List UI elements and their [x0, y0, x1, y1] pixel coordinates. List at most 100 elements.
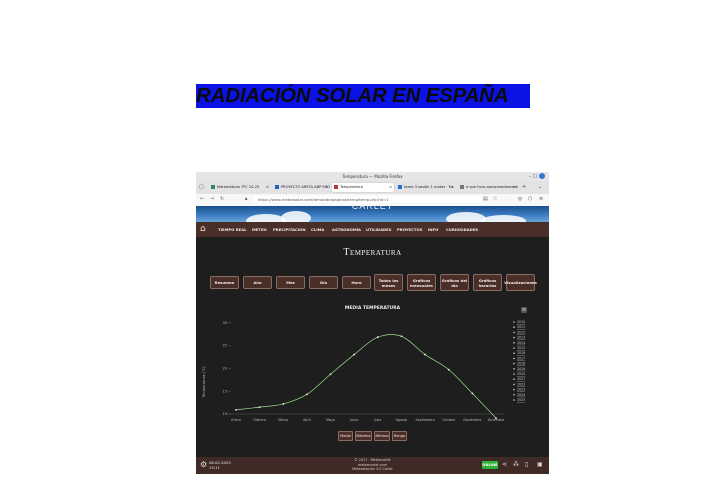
resumen-button[interactable]: Resumen — [210, 276, 239, 289]
legend-marker — [513, 326, 515, 328]
visualizaciones-button[interactable]: Visualizaciones — [504, 274, 537, 291]
x-tick-label: Junio — [349, 418, 358, 422]
tab-tarea[interactable]: tarea 3 sesión 1 mates · Ex × — [396, 183, 456, 192]
legend-marker — [513, 331, 515, 334]
footer-time: 13:11 — [209, 465, 220, 470]
legend-entry: 2014 — [517, 341, 525, 345]
data-point — [282, 403, 285, 405]
new-tab-icon[interactable]: + — [522, 184, 527, 190]
x-tick-label: Marzo — [278, 418, 288, 422]
nav-tiempo-real[interactable]: TIEMPO REAL — [218, 227, 247, 232]
maximize-icon[interactable]: □ — [532, 173, 538, 180]
legend-entry: 2022 — [517, 382, 525, 386]
maxima-button[interactable]: Máxima — [355, 431, 372, 441]
todos-los-meses-button[interactable]: Todos los meses — [374, 274, 403, 291]
reader-icon[interactable]: ▤ — [483, 196, 488, 202]
legend-marker — [513, 394, 515, 396]
nav-meteo[interactable]: METEO — [252, 227, 267, 232]
pocket-icon[interactable]: ◎ — [518, 196, 523, 202]
forward-icon[interactable]: → — [210, 196, 215, 202]
legend-marker — [513, 357, 515, 360]
nav-info[interactable]: INFO — [428, 227, 439, 232]
x-tick-label: Noviembre — [463, 418, 481, 422]
tab-temperatura[interactable]: Temperatura × — [332, 183, 394, 192]
data-point — [376, 336, 379, 339]
tab-favicon — [460, 185, 464, 189]
series-line — [235, 334, 497, 419]
nav-precipitacion[interactable]: PRECIPITACION — [273, 227, 306, 232]
lock-icon[interactable]: ▣ — [537, 461, 543, 468]
close-tab-icon[interactable]: × — [324, 185, 328, 189]
minimize-icon[interactable]: – — [528, 173, 532, 180]
y-tick-label: 15 — [223, 389, 227, 393]
legend-marker — [513, 342, 515, 344]
station-text: Meteostación 3.0 Carlet — [352, 467, 393, 471]
minima-button[interactable]: Mínima — [374, 431, 390, 441]
x-tick-label: Septiembre — [416, 418, 435, 422]
data-point — [329, 373, 332, 376]
nav-astronomia[interactable]: ASTRONOMÍA — [332, 227, 361, 232]
tab-label: tarea 3 sesión 1 mates · Ex — [404, 185, 454, 189]
nav-clima[interactable]: CLIMA — [311, 227, 325, 232]
graficos-horarios-button[interactable]: Gráficos horarios — [473, 274, 502, 291]
graficos-del-dia-button[interactable]: Gráficos del día — [440, 274, 469, 291]
legend-marker — [513, 347, 515, 349]
tab-favicon — [275, 185, 279, 189]
close-tab-icon[interactable]: × — [388, 185, 392, 189]
tab-proyecto[interactable]: PROYECTO ARETA ABP ESO × — [273, 183, 330, 192]
home-icon[interactable]: ⌂ — [200, 224, 206, 234]
dia-button[interactable]: Día — [309, 276, 338, 289]
close-tab-icon[interactable]: × — [512, 185, 516, 189]
tab-favicon — [398, 185, 402, 189]
y-tick-label: 10 — [223, 412, 227, 416]
site-url-text: meteocarlet.com — [358, 462, 387, 467]
graficos-mensuales-button[interactable]: Gráficos mensuales — [407, 274, 436, 291]
browser-screenshot: Temperatura — Mozilla Firefox – □ ▢ Mate… — [196, 172, 549, 474]
chart-title: MEDIA TEMPERATURA — [344, 306, 401, 311]
gear-icon[interactable]: ⚙ — [200, 460, 208, 469]
tab-list-icon[interactable]: ▢ — [199, 184, 204, 190]
share-icon[interactable]: ⋖ — [502, 461, 508, 468]
tab-bar: ▢ Matemáticas 3ºC 24-25 × PROYECTO ARETA… — [196, 181, 549, 194]
media-button[interactable]: Media — [338, 431, 353, 441]
extensions-icon[interactable]: ⬡ — [528, 196, 533, 202]
data-point — [471, 392, 474, 395]
data-point — [400, 335, 403, 338]
nav-proyectos[interactable]: PROYECTOS — [397, 227, 423, 232]
tab-busqueda[interactable]: a que hora aproximadamente × — [458, 183, 518, 192]
sitemap-icon[interactable]: ⁂ — [513, 461, 519, 468]
footer-datetime: 06.02.2025 13:11 — [209, 460, 231, 470]
data-point — [495, 417, 497, 420]
info-icon[interactable]: ▯ — [525, 461, 529, 468]
bookmark-star-icon[interactable]: ☆ — [493, 196, 498, 202]
data-point — [306, 393, 308, 396]
data-point — [258, 406, 261, 409]
close-icon[interactable] — [539, 173, 545, 179]
menu-icon[interactable]: ≡ — [539, 196, 544, 202]
reload-icon[interactable]: ↻ — [220, 196, 225, 202]
legend-entry: 2023 — [517, 388, 525, 392]
legend-entry: 2021 — [517, 377, 525, 381]
chevron-down-icon[interactable]: ⌄ — [538, 184, 543, 190]
mes-button[interactable]: Mes — [276, 276, 305, 289]
legend-entry: 2010 — [517, 320, 525, 324]
window-title: Temperatura — Mozilla Firefox — [342, 174, 403, 179]
legend-marker — [513, 399, 515, 401]
tab-matematicas[interactable]: Matemáticas 3ºC 24-25 × — [209, 183, 271, 192]
chart-menu-icon[interactable]: ≡ — [521, 307, 527, 313]
x-tick-label: Abril — [303, 418, 311, 422]
ano-button[interactable]: Año — [243, 276, 272, 289]
hora-button[interactable]: Hora — [342, 276, 371, 289]
legend-entry: 2011 — [517, 325, 525, 329]
url-input[interactable]: https://www.meteosolar.com/template/pagi… — [254, 196, 482, 203]
nav-utilidades[interactable]: UTILIDADES — [366, 227, 392, 232]
legend-entry: 2020 — [517, 372, 525, 376]
tab-favicon — [211, 185, 215, 189]
nav-curiosidades[interactable]: CURIOSIDADES — [446, 227, 479, 232]
close-tab-icon[interactable]: × — [450, 185, 454, 189]
close-tab-icon[interactable]: × — [265, 185, 269, 189]
rango-button[interactable]: Rango — [392, 431, 407, 441]
legend-entry: 2017 — [517, 356, 525, 360]
back-icon[interactable]: ← — [200, 196, 205, 202]
